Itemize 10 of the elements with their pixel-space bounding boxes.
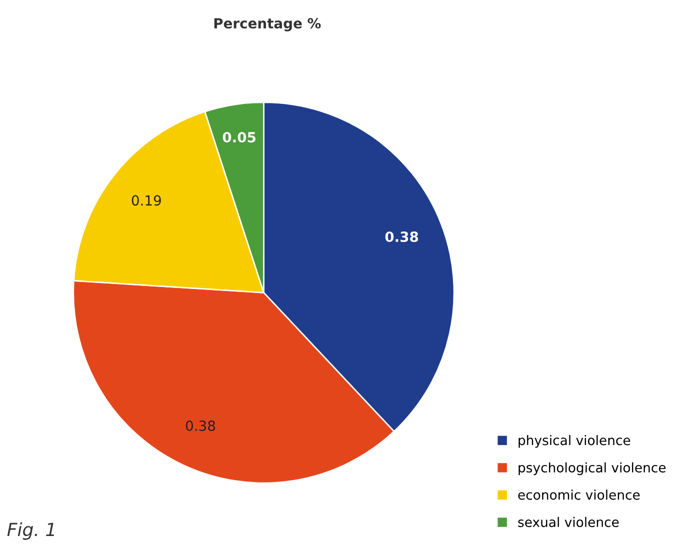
legend-label: sexual violence: [518, 516, 619, 528]
caption: Fig. 1: [7, 522, 54, 540]
legend-label: economic violence: [518, 490, 640, 500]
chart-title: Percentage %: [214, 18, 321, 32]
data-label: 0.38: [385, 232, 418, 242]
data-label: 0.38: [186, 420, 216, 432]
legend-label: psychological violence: [518, 462, 666, 476]
legend-label: physical violence: [518, 435, 630, 448]
data-label: 0.19: [132, 195, 161, 206]
data-label: 0.05: [222, 132, 256, 143]
